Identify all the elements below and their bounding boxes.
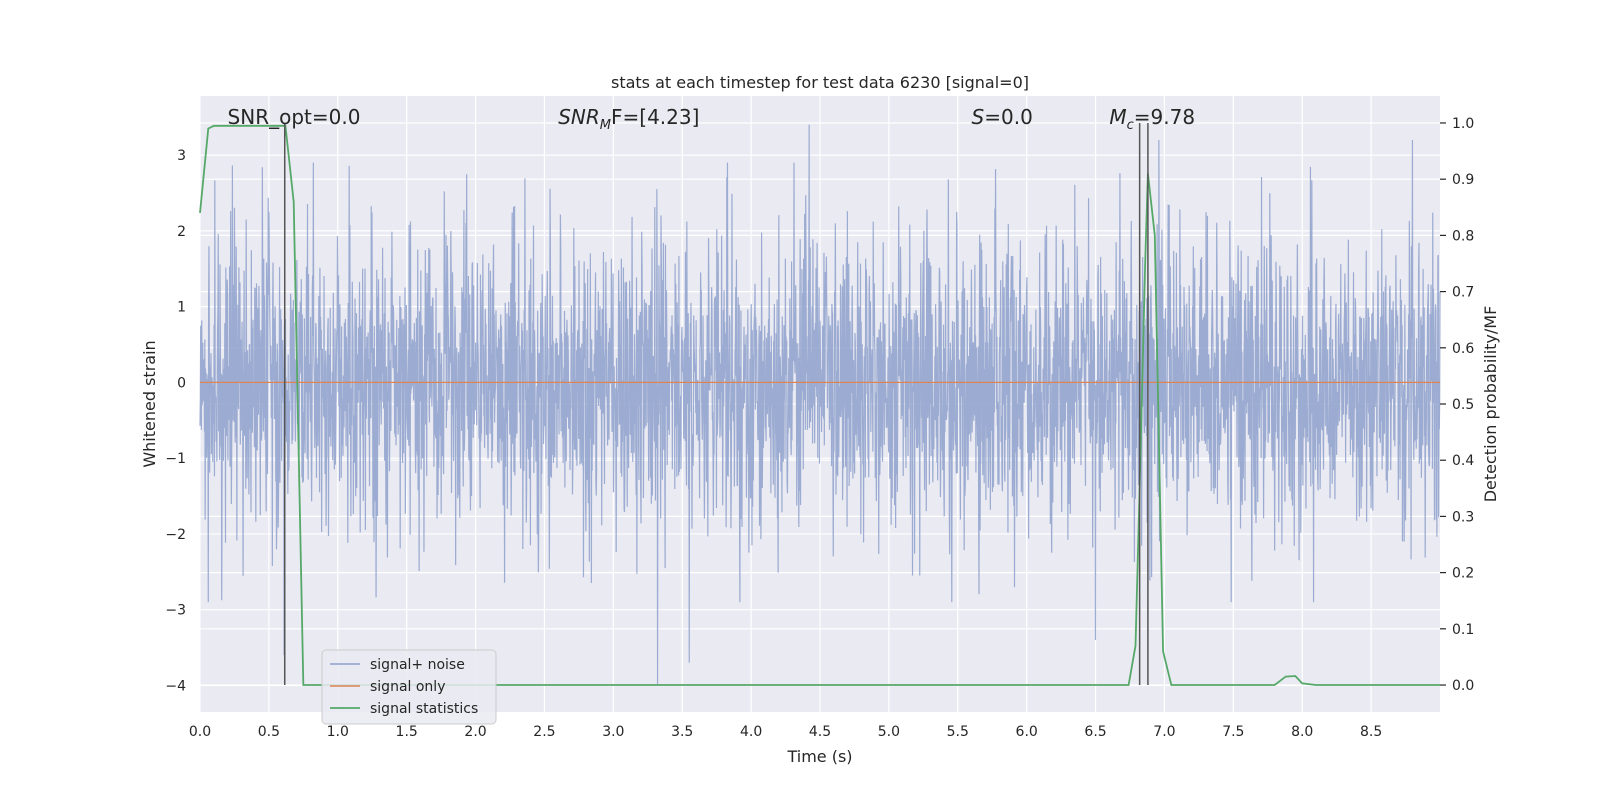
x-tick-label-6: 3.0 [602,724,624,740]
series-lines [199,124,1440,686]
x-axis-label: Time (s) [786,747,852,766]
x-tick-label-12: 6.0 [1016,724,1038,740]
x-tick-label-14: 7.0 [1153,724,1175,740]
x-tick-label-2: 1.0 [327,724,349,740]
y-tick-label-7: −4 [165,678,186,694]
y-right-tick-label-2: 0.8 [1452,228,1474,244]
y-right-tick-label-7: 0.3 [1452,509,1474,525]
annotation-0: SNR_opt=0.0 [228,105,361,129]
x-tick-label-11: 5.5 [947,724,969,740]
y-tick-label-4: −1 [165,451,186,467]
series-line-signal-noise [199,124,1441,686]
y-right-tick-label-0: 1.0 [1452,116,1474,132]
y-right-tick-label-5: 0.5 [1452,397,1474,413]
series-signal-noise [199,124,1441,686]
x-tick-label-0: 0.0 [189,724,211,740]
y-tick-label-0: 3 [177,148,186,164]
annotation-2: S=0.0 [972,105,1033,129]
y-tick-label-5: −2 [165,527,186,543]
legend: signal+ noise signal only signal statistic… [321,649,497,725]
x-tick-label-7: 3.5 [671,724,693,740]
y-right-tick-label-1: 0.9 [1452,172,1474,188]
x-tick-label-17: 8.5 [1360,724,1382,740]
legend-label-2: signal statistics [370,701,478,717]
axes: 0.0 0.5 1.0 1.5 2.0 2.5 3.0 3.5 4.0 4.5 5.0 5.5 6.0 6… [165,116,1474,740]
annotations: SNR_opt=0.0 SNRMF=[4.23] S=0.0 Mc=9.78 [228,105,1195,133]
x-tick-label-3: 1.5 [396,724,418,740]
y-tick-label-1: 2 [177,224,186,240]
x-tick-label-16: 8.0 [1291,724,1313,740]
x-tick-label-15: 7.5 [1222,724,1244,740]
x-tick-label-8: 4.0 [740,724,762,740]
right-y-axis-label: Detection probability/MF [1481,306,1500,503]
x-tick-label-10: 5.0 [878,724,900,740]
annotation-1: SNRMF=[4.23] [558,105,699,133]
legend-label-0: signal+ noise [370,657,465,673]
x-tick-label-5: 2.5 [533,724,555,740]
series-line-signal-statistics [199,124,1440,686]
y-tick-label-6: −3 [165,603,186,619]
y-right-tick-label-8: 0.2 [1452,566,1474,582]
y-tick-label-3: 0 [177,375,186,391]
y-right-tick-label-4: 0.6 [1452,341,1474,357]
chart-title: stats at each timestep for test data 623… [611,73,1029,92]
y-right-tick-label-6: 0.4 [1452,453,1474,469]
y-right-tick-label-9: 0.1 [1452,622,1474,638]
y-tick-label-2: 1 [177,300,186,316]
annotation-3: Mc=9.78 [1109,105,1195,133]
x-tick-label-4: 2.0 [464,724,486,740]
legend-box [321,649,497,725]
vertical-markers [283,122,1149,686]
x-tick-label-9: 4.5 [809,724,831,740]
y-axis-label: Whitened strain [140,340,159,467]
x-tick-label-13: 6.5 [1084,724,1106,740]
y-right-tick-label-3: 0.7 [1452,285,1474,301]
y-right-tick-label-10: 0.0 [1452,678,1474,694]
legend-label-1: signal only [370,679,445,695]
x-tick-label-1: 0.5 [258,724,280,740]
